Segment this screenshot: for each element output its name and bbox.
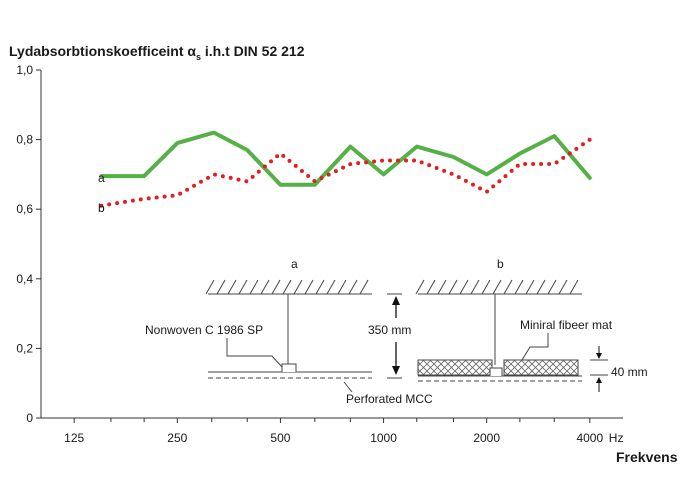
- series-label-a: a: [98, 171, 105, 185]
- y-tick-label: 0,2: [16, 341, 33, 355]
- hatch-mark: [492, 279, 502, 295]
- y-tick-label: 0: [26, 411, 33, 425]
- material-a-label: Nonwoven C 1986 SP: [145, 323, 263, 337]
- series-line-a: [99, 130, 592, 187]
- hatch-mark: [514, 279, 524, 295]
- x-tick-label: 500: [270, 431, 290, 445]
- hatch-mark: [282, 279, 292, 295]
- clip-a: [281, 363, 297, 372]
- y-ticks: 0 0,2 0,4 0,6 0,8 1,0: [16, 63, 41, 425]
- x-tick-label: 4000: [576, 431, 603, 445]
- hatch-mark: [271, 279, 281, 295]
- construction-diagram: a b 350 mm Nonwoven C 1986 SP: [145, 257, 648, 406]
- dim-arrow-down-icon: [392, 366, 400, 375]
- bottom-leader: [343, 381, 353, 393]
- thickness-arrow-down-icon: [596, 353, 602, 359]
- hatch-mark: [205, 279, 215, 295]
- material-b-label: Miniral fibeer mat: [520, 318, 613, 332]
- hatch-mark: [348, 279, 358, 295]
- dim-arrow-up-icon: [392, 296, 400, 305]
- hatch-mark: [437, 279, 447, 295]
- x-axis-label: Frekvens: [616, 449, 678, 465]
- series-line-b: [99, 137, 592, 208]
- hatch-mark: [459, 279, 469, 295]
- hatch-mark: [227, 279, 237, 295]
- bottom-label: Perforated MCC: [346, 392, 433, 406]
- hatch-mark: [547, 279, 557, 295]
- material-b-leader: [521, 333, 549, 361]
- series-label-b: b: [98, 201, 105, 215]
- hatch-mark: [448, 279, 458, 295]
- diagram-label-b: b: [497, 257, 504, 271]
- fiber-mat-right: [503, 359, 579, 376]
- x-tick-label: 250: [167, 431, 187, 445]
- hatch-mark: [359, 279, 369, 295]
- y-tick-label: 0,4: [16, 272, 33, 286]
- x-ticks: 125 250 500 1000 2000 4000 Hz: [64, 418, 623, 445]
- hatch-mark: [326, 279, 336, 295]
- y-tick-label: 0,8: [16, 133, 33, 147]
- hatch-mark: [249, 279, 259, 295]
- diagram-label-a: a: [291, 257, 298, 271]
- fiber-mat-left: [417, 359, 493, 376]
- x-tick-label: 2000: [473, 431, 500, 445]
- thickness-arrow-up-icon: [596, 377, 602, 383]
- hatch-mark: [415, 279, 425, 295]
- material-a-leader: [226, 338, 283, 368]
- ceiling-b-hatch: [415, 279, 579, 295]
- clip-b: [489, 367, 503, 376]
- x-unit-label: Hz: [609, 431, 624, 445]
- hatch-mark: [481, 279, 491, 295]
- thickness-label: 40 mm: [611, 365, 648, 379]
- hatch-mark: [260, 279, 270, 295]
- hatch-mark: [525, 279, 535, 295]
- hatch-mark: [558, 279, 568, 295]
- x-tick-label: 1000: [370, 431, 397, 445]
- hatch-mark: [470, 279, 480, 295]
- hatch-mark: [536, 279, 546, 295]
- hatch-mark: [337, 279, 347, 295]
- hatch-mark: [216, 279, 226, 295]
- hatch-mark: [315, 279, 325, 295]
- x-tick-label: 125: [64, 431, 84, 445]
- hatch-mark: [238, 279, 248, 295]
- hatch-mark: [503, 279, 513, 295]
- hatch-mark: [569, 279, 579, 295]
- hatch-mark: [293, 279, 303, 295]
- y-tick-label: 1,0: [16, 63, 33, 77]
- series-layer: [99, 130, 592, 208]
- ceiling-a-hatch: [205, 279, 369, 295]
- hatch-mark: [304, 279, 314, 295]
- y-tick-label: 0,6: [16, 202, 33, 216]
- distance-label: 350 mm: [368, 323, 411, 337]
- chart-title: Lydabsorbtionskoefficeint αs i.h.t DIN 5…: [9, 43, 305, 62]
- hatch-mark: [426, 279, 436, 295]
